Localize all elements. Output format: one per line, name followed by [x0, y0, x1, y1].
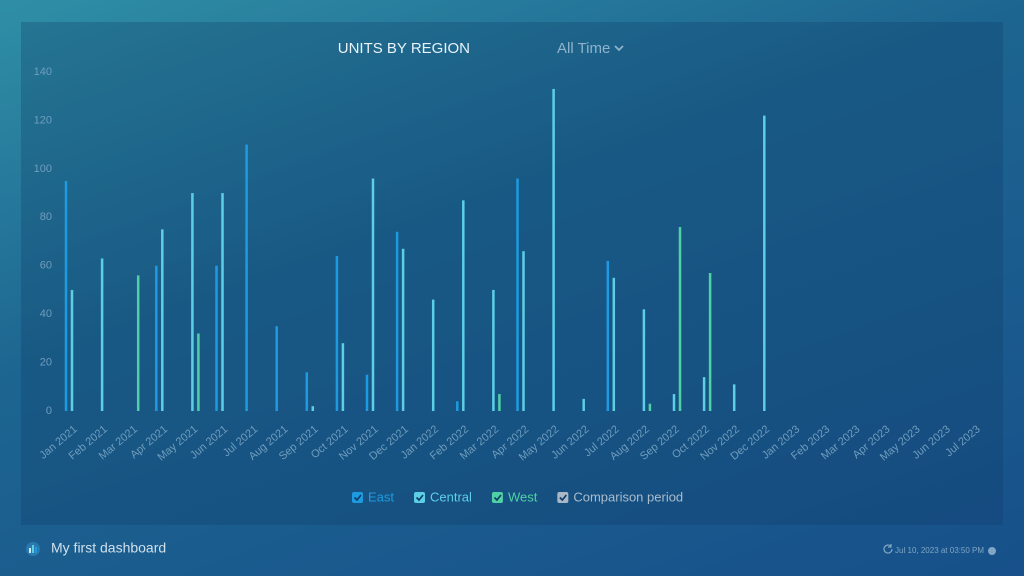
chart-title: UNITS BY REGION [338, 40, 470, 57]
refresh-icon[interactable] [883, 544, 893, 554]
legend-item[interactable]: Comparison period [557, 489, 683, 504]
bar [763, 115, 766, 411]
bar [371, 178, 375, 411]
bar [215, 265, 218, 411]
bar [245, 144, 248, 411]
bar [678, 226, 682, 411]
bar [305, 372, 309, 411]
y-tick-label: 80 [40, 211, 52, 223]
bar [431, 299, 435, 411]
dropdown-arrow [614, 45, 624, 52]
y-tick-label: 60 [40, 260, 52, 272]
bar [197, 333, 200, 411]
legend-checkbox[interactable] [414, 492, 426, 503]
dashboard-name[interactable]: My first dashboard [51, 540, 166, 556]
bar [612, 277, 616, 411]
bar [492, 289, 495, 411]
bar [606, 260, 610, 411]
bar [672, 394, 676, 411]
bar [702, 377, 706, 411]
bar [161, 229, 164, 411]
legend-check [559, 494, 567, 502]
bar [64, 180, 68, 411]
bar [191, 193, 194, 411]
legend-checkbox[interactable] [557, 492, 569, 503]
bar [155, 265, 158, 411]
chart-panel [21, 22, 1003, 525]
bar [221, 193, 224, 411]
bar [365, 374, 369, 411]
bar [456, 401, 459, 411]
bar [341, 343, 345, 411]
bar [335, 256, 339, 411]
bar [395, 231, 399, 411]
y-tick-label: 20 [40, 356, 52, 368]
y-tick-label: 140 [34, 66, 52, 78]
bar [401, 248, 405, 411]
info-icon[interactable] [988, 547, 996, 555]
legend-check [415, 494, 424, 502]
bar [582, 398, 585, 411]
bar [522, 251, 525, 411]
bar [275, 326, 278, 411]
y-tick-label: 40 [40, 308, 52, 320]
bar [498, 394, 501, 411]
y-tick-label: 120 [34, 114, 52, 126]
y-tick-label: 0 [46, 405, 52, 417]
bar [732, 384, 736, 411]
legend-item[interactable]: West [491, 489, 538, 504]
legend-item[interactable]: Central [414, 489, 472, 504]
legend-check [493, 494, 502, 502]
legend-item[interactable]: East [352, 489, 394, 504]
dashboard-icon [26, 542, 40, 556]
legend-label[interactable]: West [508, 489, 538, 504]
filter-dropdown[interactable]: All Time [557, 40, 624, 57]
bar [648, 403, 652, 411]
legend-label[interactable]: Comparison period [573, 489, 683, 504]
bar [552, 88, 555, 411]
bar [642, 309, 646, 411]
filter-label[interactable]: All Time [557, 40, 610, 57]
legend-checkbox[interactable] [352, 492, 363, 503]
bar [311, 406, 315, 411]
bar [516, 178, 519, 411]
bar [708, 272, 712, 411]
y-tick-label: 100 [34, 163, 52, 175]
bar [462, 200, 465, 411]
legend-label[interactable]: Central [430, 489, 472, 504]
bar [136, 275, 140, 411]
legend-check [353, 494, 362, 502]
timestamp: Jul 10, 2023 at 03:50 PM [895, 546, 984, 555]
legend-label[interactable]: East [368, 489, 394, 504]
bar [100, 258, 104, 411]
legend-checkbox[interactable] [491, 492, 503, 503]
bar [70, 289, 74, 411]
